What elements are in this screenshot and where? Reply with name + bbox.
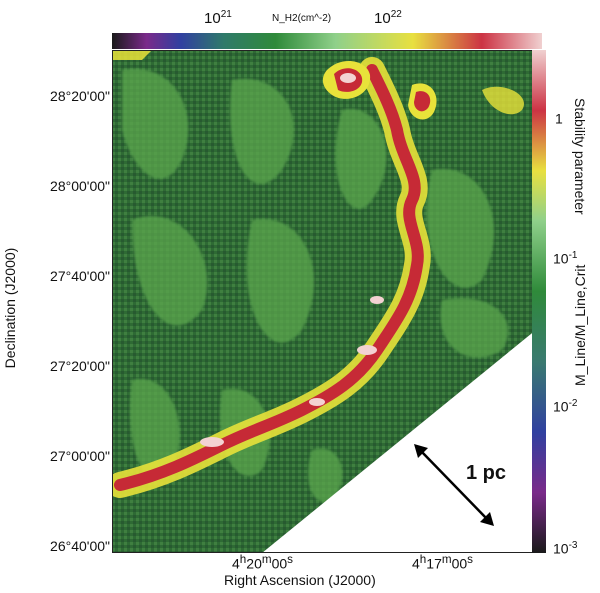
scale-bar-label: 1 pc xyxy=(466,462,507,484)
unmapped-region xyxy=(262,325,542,553)
y-tick-28-20: 28°20'00" xyxy=(50,88,110,104)
y-axis-label: Declination (J2000) xyxy=(2,247,18,369)
top-clumps xyxy=(112,50,524,120)
top-colorbar xyxy=(112,33,542,49)
right-colorbar-tick-1e-3: 10-3 xyxy=(553,540,578,557)
y-tick-27-20: 27°20'00" xyxy=(50,358,110,374)
filament-peaks xyxy=(200,296,384,447)
x-tick-4h20m: 4h20m00s xyxy=(232,553,293,572)
y-tick-28-00: 28°00'00" xyxy=(50,178,110,194)
x-axis-label: Right Ascension (J2000) xyxy=(224,572,376,588)
column-density-map xyxy=(112,50,542,553)
right-colorbar-tick-1: 1 xyxy=(555,110,563,127)
scale-bar xyxy=(414,444,494,526)
y-tick-27-00: 27°00'00" xyxy=(50,448,110,464)
right-colorbar-tick-1e-1: 10-1 xyxy=(553,250,578,267)
filament-core xyxy=(114,64,424,491)
top-colorbar-tick-1e22: 1022 xyxy=(374,9,402,27)
top-colorbar-label: N_H2(cm^-2) xyxy=(272,13,332,24)
right-colorbar xyxy=(532,50,546,553)
right-colorbar-tick-1e-2: 10-2 xyxy=(553,398,578,415)
x-tick-4h17m: 4h17m00s xyxy=(412,553,473,572)
right-colorbar-label: M_Line/M_Line,Crit xyxy=(572,264,588,386)
y-tick-26-40: 26°40'00" xyxy=(50,538,110,554)
top-colorbar-tick-1e21: 1021 xyxy=(204,9,232,27)
right-colorbar-title: Stability parameter xyxy=(572,98,588,215)
y-tick-27-40: 27°40'00" xyxy=(50,268,110,284)
